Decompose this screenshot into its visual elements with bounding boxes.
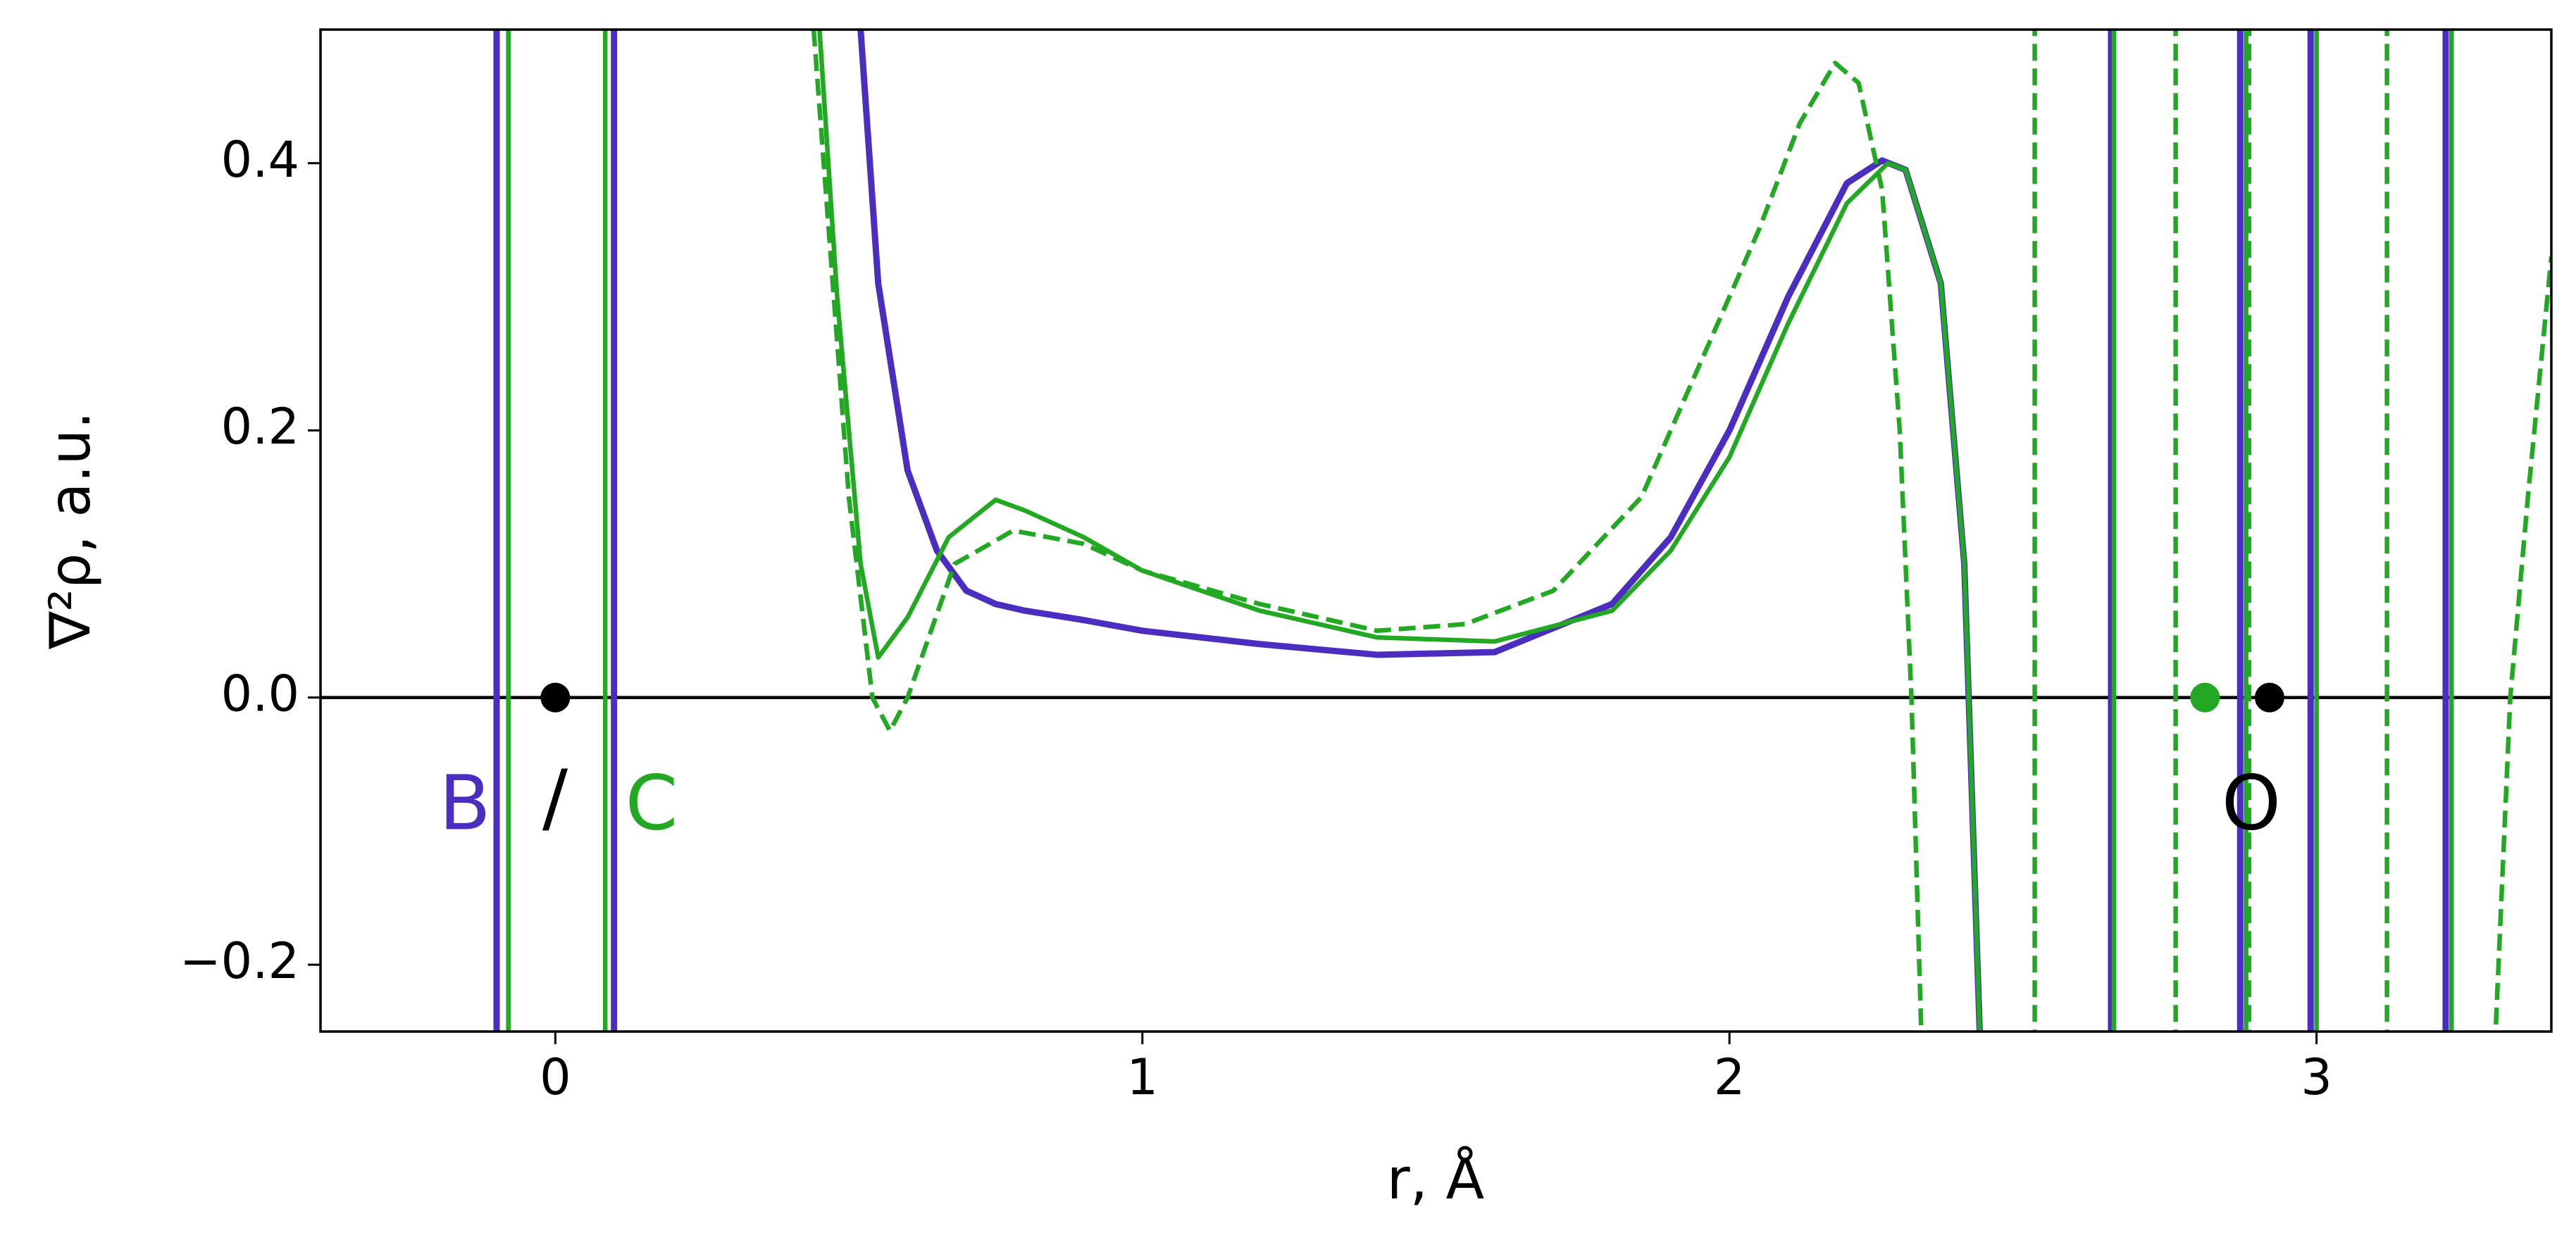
y-tick-label: 0.4 (221, 131, 299, 189)
y-tick-label: 0.0 (221, 665, 299, 723)
x-tick-label: 3 (2301, 1048, 2332, 1106)
series-line (493, 30, 2449, 1032)
x-tick-label: 0 (540, 1048, 571, 1106)
plot-frame (319, 28, 2553, 1033)
x-tick-label: 1 (1127, 1048, 1159, 1106)
y-tick-label: −0.2 (180, 932, 299, 990)
annotation: B (439, 760, 490, 847)
y-tick-label: 0.2 (221, 398, 299, 456)
series-line (811, 30, 2551, 1032)
x-tick-label: 2 (1714, 1048, 1746, 1106)
point (540, 682, 571, 713)
point (2190, 682, 2220, 713)
annotation: / (542, 754, 568, 841)
y-axis-label: ∇²ρ, a.u. (37, 411, 103, 650)
point (2254, 682, 2284, 713)
annotation: C (626, 760, 678, 847)
plot-area (321, 30, 2551, 1032)
series-line (506, 30, 2454, 1032)
annotation: O (2222, 760, 2281, 847)
x-axis-label: r, Å (1387, 1146, 1485, 1212)
